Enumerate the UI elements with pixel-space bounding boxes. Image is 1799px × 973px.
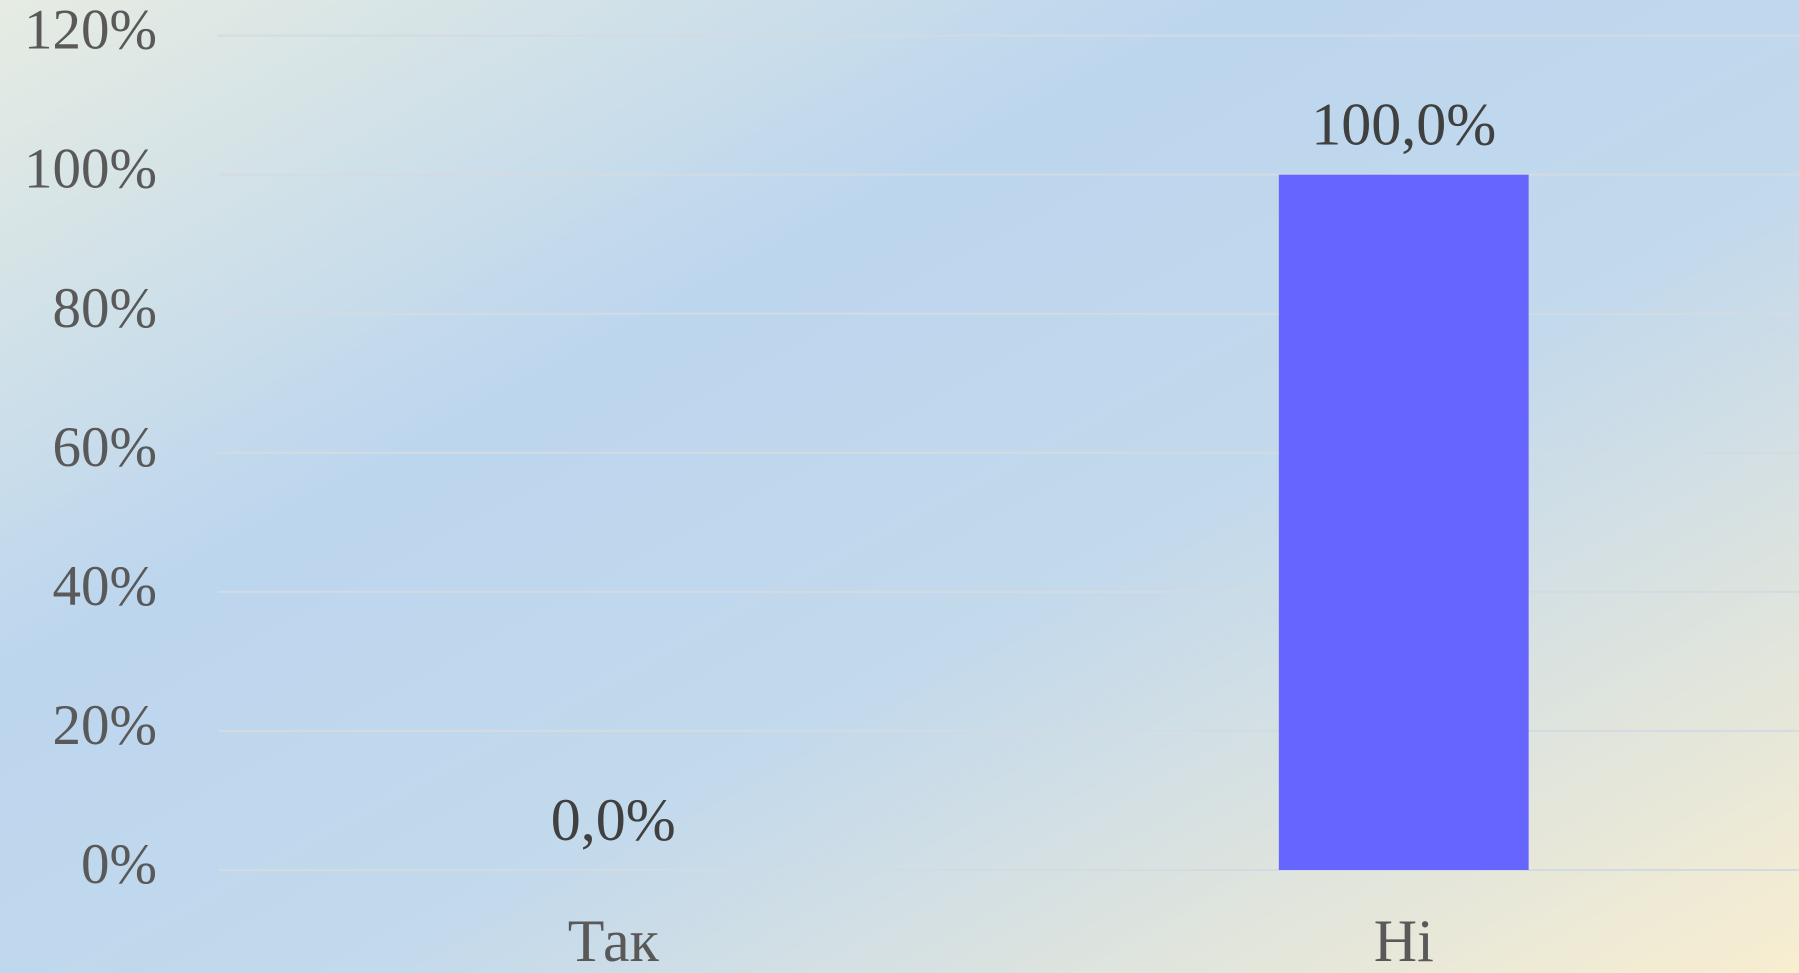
y-tick-label: 120%	[24, 0, 157, 62]
x-tick-label: Так	[568, 908, 660, 973]
x-tick-label: Ні	[1374, 908, 1434, 973]
y-tick-label: 60%	[53, 416, 157, 479]
y-tick-label: 40%	[53, 555, 157, 618]
value-label: 0,0%	[551, 787, 676, 853]
value-label: 100,0%	[1311, 91, 1496, 157]
bar	[1278, 174, 1529, 870]
y-tick-label: 20%	[53, 694, 157, 757]
y-tick-label: 100%	[24, 138, 157, 201]
y-tick-label: 80%	[53, 277, 157, 340]
y-tick-label: 0%	[81, 833, 157, 896]
